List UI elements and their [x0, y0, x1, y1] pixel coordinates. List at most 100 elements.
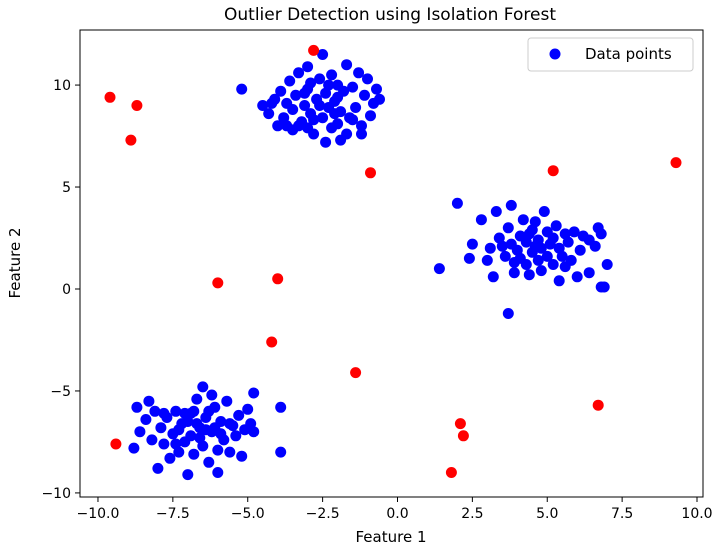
data-point-101: [568, 226, 580, 238]
data-point-40: [359, 89, 370, 101]
outlier-point-6: [670, 157, 682, 169]
data-point-171: [158, 407, 170, 419]
data-point-11: [290, 89, 302, 101]
data-point-110: [598, 281, 610, 293]
data-point-36: [347, 81, 359, 93]
data-point-0: [236, 83, 248, 95]
data-point-152: [224, 446, 236, 458]
data-point-122: [140, 414, 152, 425]
outlier-point-8: [272, 273, 284, 285]
data-point-136: [182, 469, 194, 481]
data-point-117: [559, 261, 571, 273]
data-point-106: [589, 240, 601, 252]
data-point-72: [502, 308, 514, 319]
data-point-60: [433, 263, 445, 275]
data-point-75: [508, 267, 520, 279]
data-point-170: [131, 401, 143, 413]
x-tick-label-6: 5.0: [536, 506, 558, 522]
data-point-127: [155, 422, 167, 434]
data-point-70: [499, 250, 511, 262]
data-point-74: [505, 199, 517, 211]
points-layer: [104, 44, 682, 481]
data-point-39: [356, 120, 367, 132]
data-point-67: [487, 271, 499, 283]
data-point-58: [302, 122, 314, 134]
data-point-4: [272, 120, 284, 132]
data-point-140: [191, 393, 203, 405]
outlier-point-1: [131, 100, 143, 111]
data-point-65: [481, 254, 493, 266]
data-point-56: [308, 114, 320, 126]
data-point-114: [547, 232, 559, 244]
data-point-151: [221, 395, 233, 407]
data-point-111: [601, 259, 613, 270]
data-point-33: [341, 128, 353, 140]
data-point-48: [305, 77, 317, 89]
data-point-8: [284, 75, 296, 87]
data-point-15: [302, 61, 314, 73]
legend-box: [527, 37, 694, 72]
data-point-21: [317, 112, 329, 124]
x-tick-label-1: −7.5: [156, 506, 190, 522]
data-point-49: [281, 120, 293, 132]
data-point-163: [275, 446, 287, 458]
data-point-44: [371, 83, 382, 95]
y-tick-label-1: −5: [50, 384, 71, 400]
data-point-50: [293, 120, 305, 132]
x-axis-label: Feature 1: [356, 528, 427, 546]
data-point-161: [248, 426, 260, 438]
data-point-38: [353, 67, 365, 79]
outlier-point-2: [125, 134, 137, 146]
data-point-51: [266, 97, 278, 109]
outlier-point-4: [365, 167, 376, 179]
data-point-123: [143, 395, 155, 407]
outlier-point-3: [308, 44, 320, 56]
data-point-156: [236, 450, 248, 462]
data-point-54: [347, 114, 359, 126]
x-tick-label-3: −2.5: [306, 506, 340, 522]
data-point-63: [466, 238, 478, 250]
data-point-89: [538, 206, 550, 217]
data-point-109: [595, 228, 607, 240]
data-point-116: [523, 228, 535, 240]
data-point-2: [263, 108, 275, 120]
data-point-84: [529, 216, 541, 228]
data-point-164: [197, 381, 209, 393]
y-axis-label: Feature 2: [6, 228, 24, 299]
data-point-144: [203, 456, 215, 468]
data-point-42: [365, 110, 376, 122]
data-point-25: [326, 69, 338, 81]
data-point-176: [224, 418, 236, 430]
data-point-132: [170, 405, 182, 417]
data-point-138: [185, 430, 197, 442]
data-point-124: [146, 434, 158, 446]
data-point-90: [541, 250, 553, 262]
data-point-68: [490, 206, 502, 217]
data-point-9: [287, 104, 299, 115]
data-point-148: [212, 467, 224, 478]
outlier-point-9: [266, 336, 278, 348]
data-point-94: [550, 220, 562, 232]
data-point-55: [299, 87, 311, 99]
data-point-178: [170, 438, 182, 450]
data-point-125: [149, 405, 161, 417]
data-point-126: [152, 462, 164, 474]
x-tick-label-2: −5.0: [231, 506, 265, 522]
data-point-37: [350, 102, 362, 113]
data-point-179: [191, 418, 203, 430]
data-point-102: [571, 271, 583, 283]
data-point-119: [496, 240, 508, 252]
data-point-174: [179, 407, 191, 419]
data-point-113: [529, 240, 541, 252]
data-point-57: [323, 79, 335, 91]
y-tick-label-2: 0: [62, 282, 71, 298]
data-point-121: [134, 426, 146, 438]
data-point-173: [215, 428, 227, 440]
data-point-128: [158, 438, 170, 450]
x-tick-label-7: 7.5: [611, 506, 633, 522]
data-point-53: [332, 91, 344, 103]
outlier-point-14: [457, 430, 469, 442]
y-tick-label-3: 5: [62, 180, 71, 196]
plot-area: [79, 29, 704, 498]
data-point-85: [532, 254, 544, 266]
